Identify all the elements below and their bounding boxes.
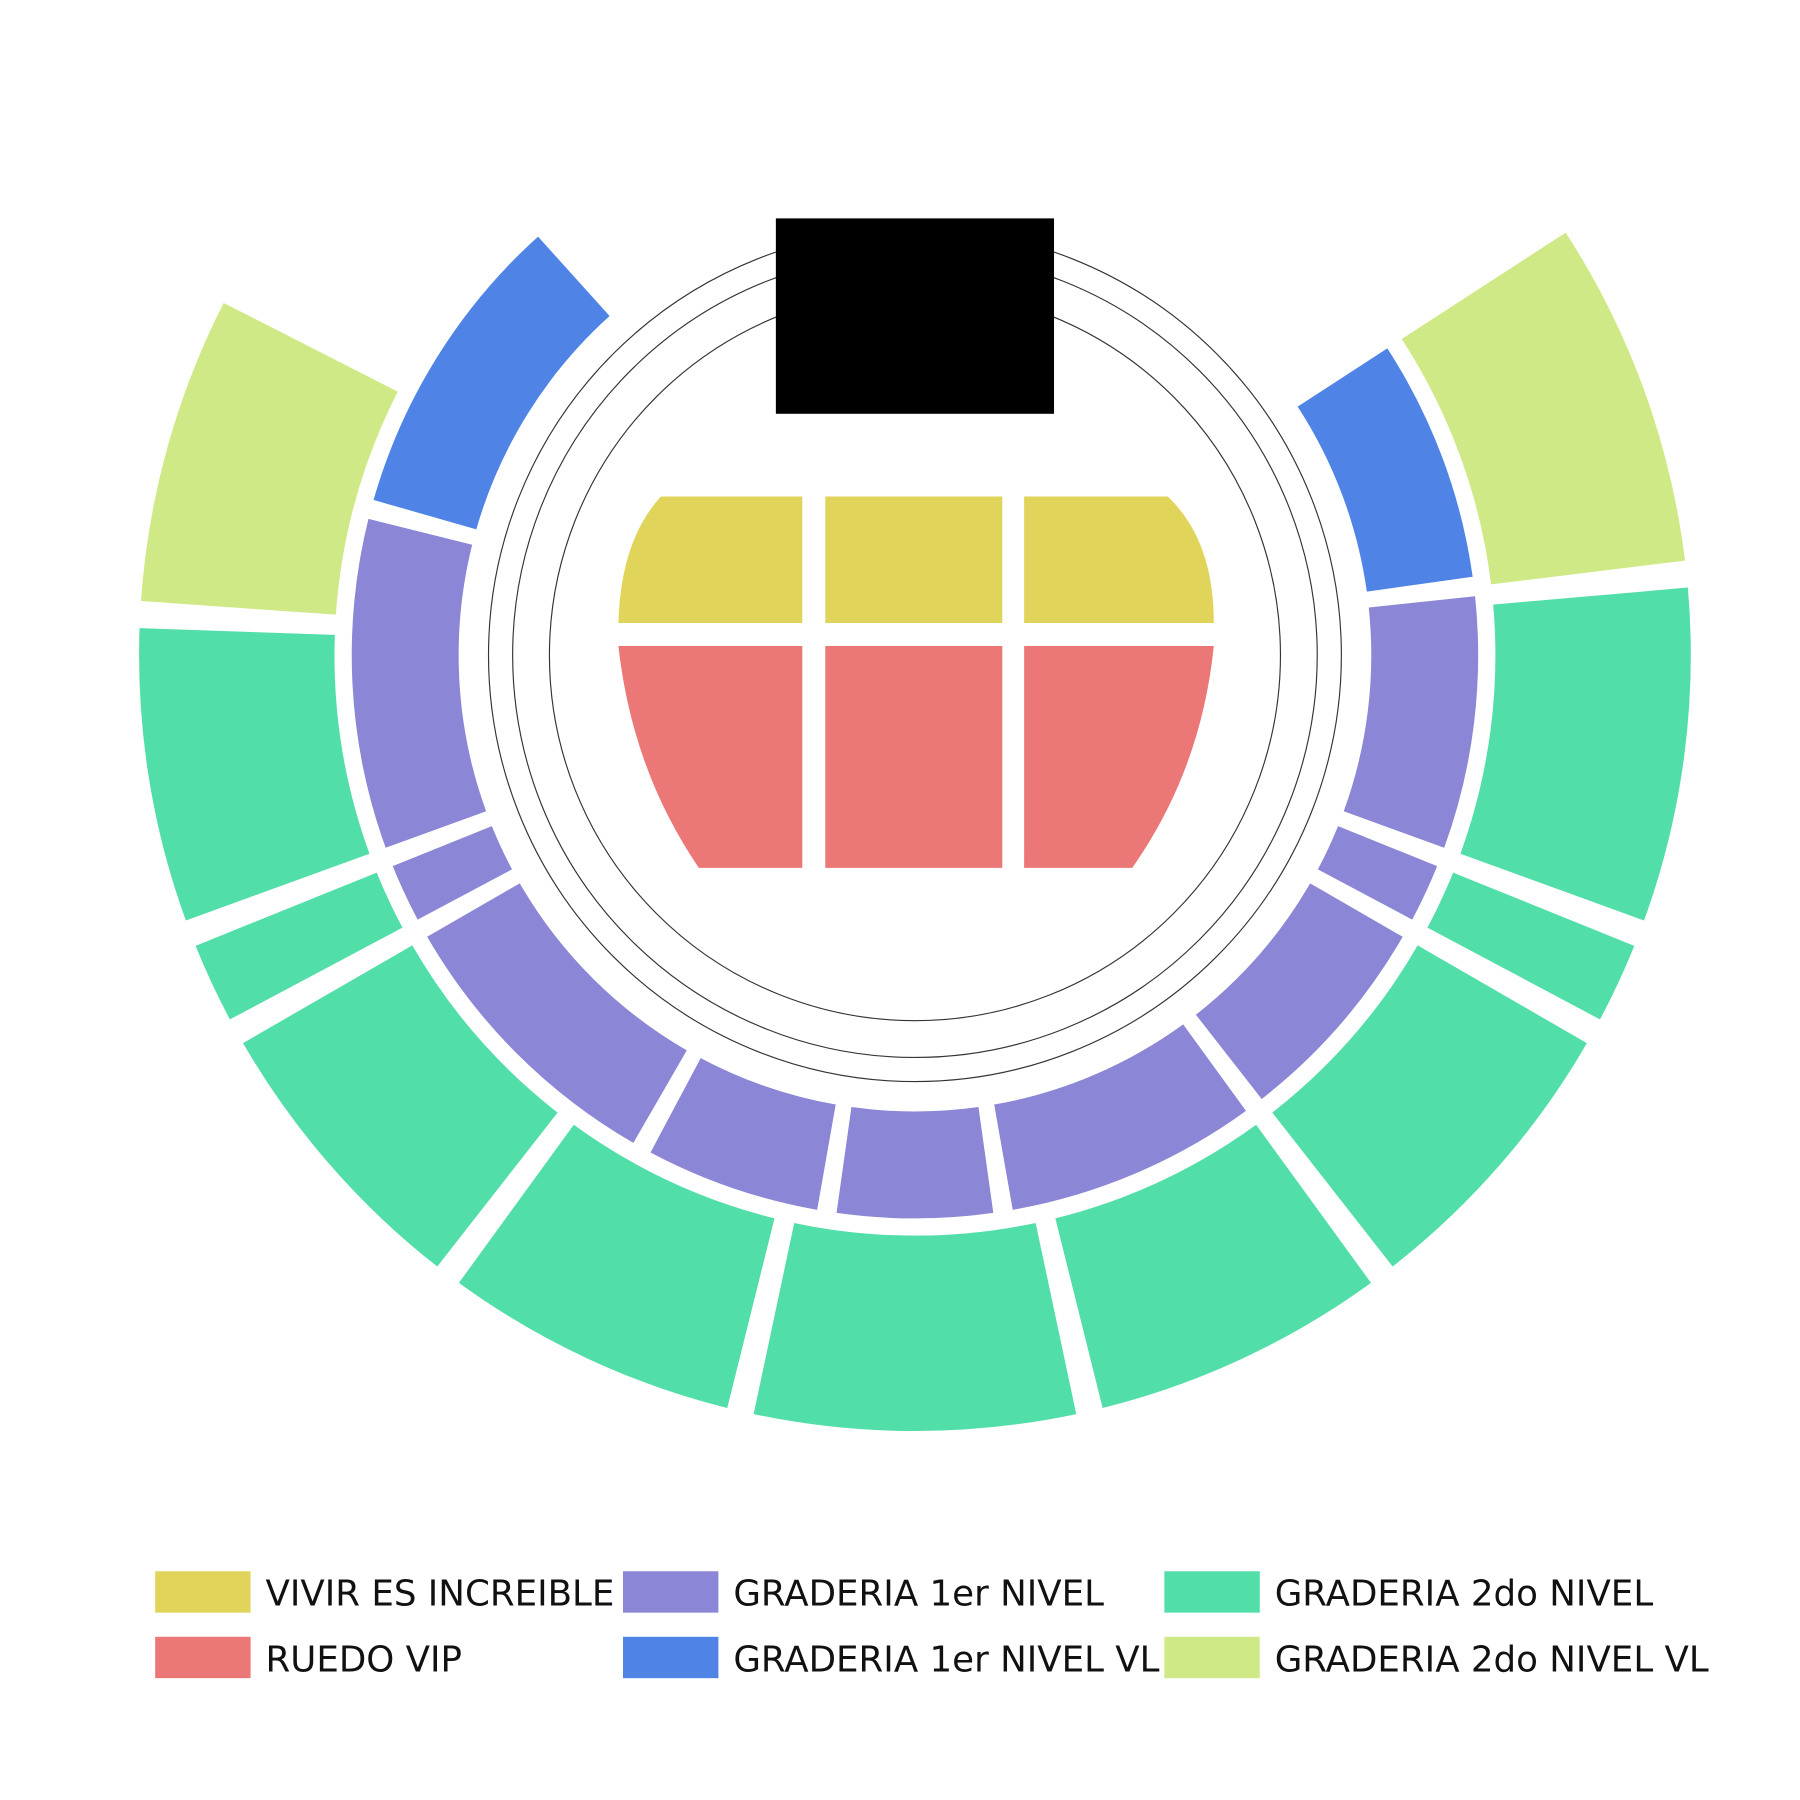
- seat-section[interactable]: [373, 236, 610, 530]
- seat-section[interactable]: [836, 1107, 994, 1219]
- seat-section[interactable]: [1427, 872, 1635, 1020]
- seat-section[interactable]: [994, 1024, 1246, 1210]
- legend-label: GRADERIA 2do NIVEL: [1275, 1574, 1654, 1615]
- sections: [139, 232, 1691, 1432]
- seat-section[interactable]: [243, 945, 558, 1267]
- floor-section[interactable]: [1024, 496, 1214, 623]
- seat-section[interactable]: [650, 1058, 836, 1210]
- seat-section[interactable]: [1317, 826, 1438, 920]
- legend-swatch: [155, 1571, 251, 1613]
- floor-section[interactable]: [618, 496, 803, 623]
- legend-label: RUEDO VIP: [266, 1639, 463, 1680]
- floor-section[interactable]: [825, 496, 1003, 623]
- seat-section[interactable]: [427, 883, 687, 1143]
- legend-label: GRADERIA 1er NIVEL VL: [733, 1639, 1159, 1680]
- legend-swatch: [155, 1636, 251, 1679]
- legend-swatch: [1164, 1571, 1260, 1613]
- seat-section[interactable]: [458, 1124, 775, 1408]
- legend-swatch: [622, 1636, 719, 1679]
- legend: VIVIR ES INCREIBLE RUEDO VIP GRADERIA 1er …: [155, 1571, 1709, 1680]
- stage: [775, 218, 1055, 414]
- legend-swatch: [1164, 1636, 1260, 1679]
- floor-section[interactable]: [825, 645, 1003, 868]
- seat-section[interactable]: [753, 1222, 1077, 1432]
- seat-section[interactable]: [351, 518, 487, 848]
- legend-swatch: [622, 1571, 719, 1613]
- seat-section[interactable]: [140, 302, 398, 615]
- seat-section[interactable]: [1272, 945, 1587, 1267]
- seat-section[interactable]: [1297, 348, 1473, 592]
- legend-label: VIVIR ES INCREIBLE: [266, 1574, 615, 1615]
- seat-section[interactable]: [1343, 596, 1479, 848]
- seat-section[interactable]: [1195, 883, 1403, 1099]
- seat-section[interactable]: [1055, 1124, 1371, 1408]
- seat-section[interactable]: [392, 826, 513, 920]
- seat-section[interactable]: [1401, 232, 1686, 585]
- legend-label: GRADERIA 1er NIVEL: [733, 1574, 1104, 1615]
- legend-label: GRADERIA 2do NIVEL VL: [1275, 1639, 1709, 1680]
- seat-section[interactable]: [1460, 587, 1691, 921]
- floor-section[interactable]: [1024, 645, 1214, 868]
- floor-section[interactable]: [618, 645, 803, 868]
- seat-section[interactable]: [195, 872, 403, 1020]
- seat-section[interactable]: [139, 628, 370, 921]
